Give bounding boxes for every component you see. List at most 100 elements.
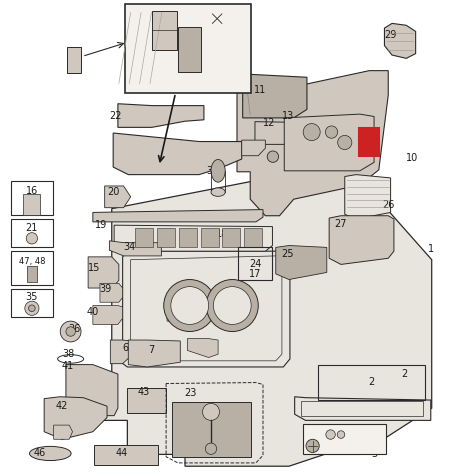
Text: 16: 16 bbox=[26, 186, 38, 196]
Polygon shape bbox=[93, 210, 263, 222]
Text: 18: 18 bbox=[216, 229, 228, 239]
Circle shape bbox=[171, 287, 209, 324]
Text: 37: 37 bbox=[206, 166, 219, 176]
Polygon shape bbox=[66, 365, 118, 416]
Text: 40a: 40a bbox=[176, 309, 192, 318]
Polygon shape bbox=[179, 228, 197, 247]
Text: 10: 10 bbox=[406, 153, 418, 163]
Bar bbox=[11, 251, 53, 285]
Polygon shape bbox=[384, 23, 416, 58]
Text: 30: 30 bbox=[203, 25, 216, 35]
Polygon shape bbox=[88, 257, 119, 288]
Text: 2: 2 bbox=[401, 369, 408, 379]
Polygon shape bbox=[118, 104, 204, 128]
Text: 34: 34 bbox=[123, 242, 136, 252]
Text: 27: 27 bbox=[334, 219, 346, 229]
Circle shape bbox=[326, 430, 335, 439]
Polygon shape bbox=[329, 216, 394, 264]
Bar bbox=[178, 27, 201, 72]
Polygon shape bbox=[100, 283, 123, 302]
Text: 43: 43 bbox=[137, 387, 150, 397]
Text: 3: 3 bbox=[371, 449, 377, 459]
Polygon shape bbox=[237, 71, 388, 216]
Bar bbox=[94, 445, 158, 465]
Polygon shape bbox=[113, 133, 242, 174]
Text: 19: 19 bbox=[95, 220, 107, 230]
Polygon shape bbox=[242, 140, 265, 156]
Text: 31: 31 bbox=[199, 65, 211, 76]
Polygon shape bbox=[187, 338, 218, 357]
Polygon shape bbox=[114, 225, 273, 251]
Text: 45: 45 bbox=[55, 427, 67, 437]
Bar bbox=[152, 11, 176, 50]
Polygon shape bbox=[54, 425, 73, 439]
Text: 20: 20 bbox=[107, 187, 119, 197]
Text: 40: 40 bbox=[87, 307, 99, 317]
Circle shape bbox=[28, 305, 35, 311]
Circle shape bbox=[164, 280, 216, 331]
Circle shape bbox=[66, 327, 75, 336]
Text: 14: 14 bbox=[195, 291, 207, 301]
Bar bbox=[303, 424, 386, 455]
Circle shape bbox=[303, 124, 320, 141]
Polygon shape bbox=[91, 172, 432, 466]
Circle shape bbox=[60, 321, 81, 342]
Polygon shape bbox=[93, 306, 123, 324]
Polygon shape bbox=[243, 74, 307, 118]
Text: 4, 5: 4, 5 bbox=[333, 435, 349, 444]
Ellipse shape bbox=[211, 159, 225, 182]
Bar bbox=[238, 247, 272, 281]
Text: 25: 25 bbox=[282, 248, 294, 258]
Text: 15: 15 bbox=[88, 263, 100, 273]
Circle shape bbox=[202, 403, 219, 420]
Text: 2: 2 bbox=[368, 377, 374, 387]
Polygon shape bbox=[105, 186, 131, 208]
Bar bbox=[67, 47, 81, 73]
Text: 39: 39 bbox=[100, 284, 112, 294]
Text: 11: 11 bbox=[254, 84, 266, 94]
Circle shape bbox=[26, 233, 37, 244]
Text: 24: 24 bbox=[249, 259, 261, 269]
Bar bbox=[11, 289, 53, 318]
Polygon shape bbox=[222, 228, 240, 247]
Bar bbox=[128, 388, 166, 413]
Polygon shape bbox=[44, 397, 107, 439]
Text: 44: 44 bbox=[115, 448, 128, 458]
Text: 13: 13 bbox=[282, 111, 294, 121]
Text: 38: 38 bbox=[62, 349, 74, 359]
Polygon shape bbox=[157, 228, 175, 247]
Circle shape bbox=[205, 443, 217, 455]
Polygon shape bbox=[276, 246, 327, 280]
Bar bbox=[318, 365, 425, 400]
Polygon shape bbox=[110, 340, 131, 364]
Polygon shape bbox=[109, 241, 161, 256]
Text: 23: 23 bbox=[184, 388, 197, 398]
Text: 33: 33 bbox=[66, 56, 79, 66]
Text: 35: 35 bbox=[26, 292, 38, 302]
Circle shape bbox=[267, 151, 279, 162]
Circle shape bbox=[337, 431, 345, 438]
Polygon shape bbox=[201, 228, 219, 247]
Text: 8: 8 bbox=[268, 153, 274, 163]
Text: 12: 12 bbox=[263, 118, 275, 128]
Polygon shape bbox=[23, 194, 40, 215]
Text: 21: 21 bbox=[26, 223, 38, 233]
Circle shape bbox=[206, 280, 258, 331]
Text: 17: 17 bbox=[249, 269, 261, 279]
Bar bbox=[359, 128, 379, 156]
Polygon shape bbox=[244, 228, 262, 247]
Text: 36: 36 bbox=[68, 324, 80, 334]
Text: 29: 29 bbox=[384, 30, 396, 40]
Text: 32: 32 bbox=[222, 31, 235, 41]
Ellipse shape bbox=[211, 188, 225, 196]
Text: 1: 1 bbox=[428, 244, 434, 254]
Text: 28: 28 bbox=[246, 146, 258, 156]
Bar bbox=[11, 181, 53, 215]
Polygon shape bbox=[117, 251, 290, 367]
Text: 47, 48: 47, 48 bbox=[18, 257, 45, 266]
Bar bbox=[27, 266, 36, 283]
Polygon shape bbox=[345, 174, 391, 219]
Text: 41: 41 bbox=[62, 361, 74, 371]
Circle shape bbox=[306, 439, 319, 453]
Text: 26: 26 bbox=[382, 200, 394, 210]
